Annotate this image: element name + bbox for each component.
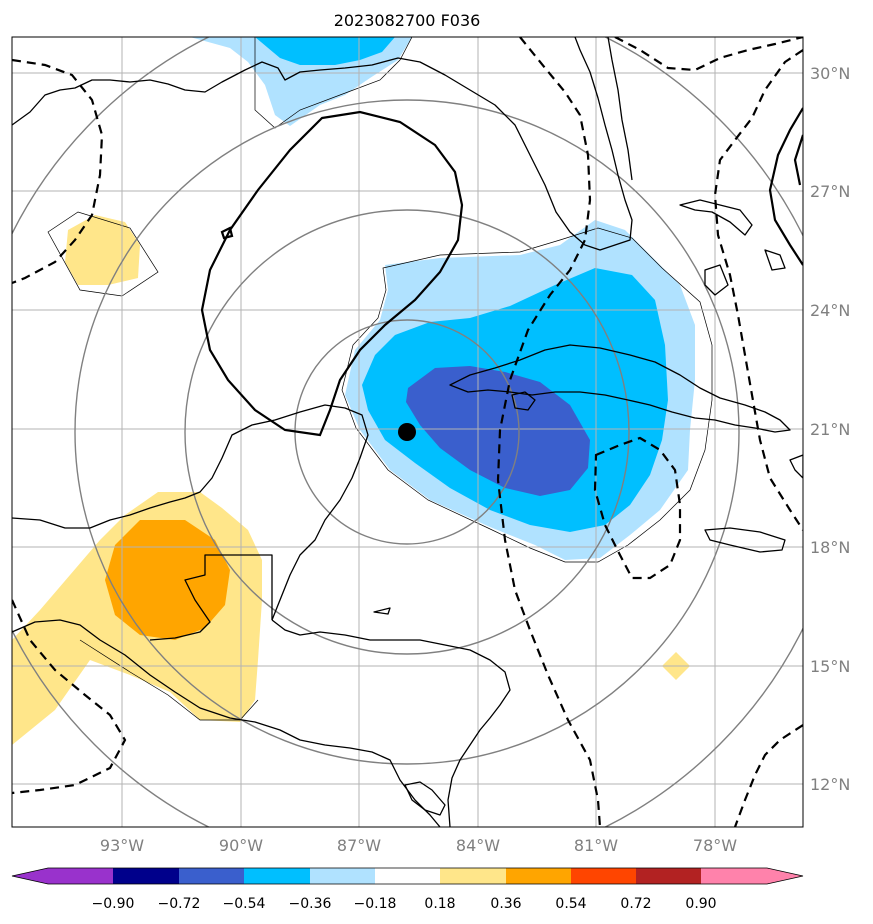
colorbar-extend-low [12,868,48,884]
colorbar-segment [506,868,571,884]
colorbar-tick-label: 0.54 [555,896,586,912]
outline-gulf [47,211,159,297]
colorbar-tick-label: 0.36 [490,896,521,912]
coast-isla-juventud [511,391,536,411]
lon-tick-labels: 93°W 90°W 87°W 84°W 81°W 78°W [100,836,737,855]
lon-tick-label: 90°W [219,836,263,855]
coast-bahamas-c [764,249,786,271]
map-frame [11,36,804,828]
colorbar-segment [244,868,310,884]
outline-north [254,37,413,129]
coast-nicaragua-lake [404,781,446,816]
dashed-contour-east-loop [593,436,682,580]
coast-yucatan [12,404,369,621]
dashed-contour-west-upper [12,58,104,285]
lon-tick-label: 81°W [574,836,618,855]
dashed-contour-west-lower [12,599,127,795]
colorbar-tick-label: −0.36 [289,896,332,912]
fill-caribbean-dark-blue [406,366,590,496]
fill-gulf-yellow [65,215,140,285]
map-area [12,37,803,827]
lat-tick-label: 18°N [810,538,850,557]
lon-tick-label: 84°W [456,836,500,855]
dashed-contour-east-a [614,37,803,72]
coast-gulf-north [12,37,633,251]
colorbar-tick-label: 0.90 [685,896,716,912]
fill-mexico-orange [105,520,230,640]
outline-caribbean [341,227,713,563]
figure-title: 2023082700 F036 [334,11,481,30]
thin-contour-outlines [47,37,713,721]
coast-mexico-state-border [149,554,273,641]
coast-cozumel [373,607,391,615]
solid-contour-small [220,226,234,240]
colorbar-segment [440,868,506,884]
colorbar-segment [571,868,636,884]
coast-florida-east [607,37,633,181]
lat-tick-label: 12°N [810,775,850,794]
colorbar-segment [48,868,113,884]
colorbar-extend-high [767,868,803,884]
colorbar-tick-label: −0.90 [92,896,135,912]
dashed-contour-east-lower [733,724,803,827]
coastlines [12,37,803,827]
fill-north-blue [255,37,395,65]
colorbar-segment [375,868,440,884]
lat-tick-labels: 30°N 27°N 24°N 21°N 18°N 15°N 12°N [810,64,850,794]
colorbar-tick-label: −0.18 [354,896,397,912]
lat-tick-label: 21°N [810,420,850,439]
lat-tick-label: 30°N [810,64,850,83]
lat-tick-label: 27°N [810,182,850,201]
lat-tick-label: 24°N [810,301,850,320]
lat-tick-label: 15°N [810,657,850,676]
anomaly-fills [12,37,695,745]
range-rings [12,37,803,827]
coast-jamaica [704,527,786,553]
colorbar-tick-label: 0.72 [620,896,651,912]
dashed-contours [12,37,803,827]
solid-contour-gulf [200,110,464,437]
colorbar-segment [636,868,701,884]
range-ring-6deg [184,209,630,655]
coast-bahamas-b [704,264,729,296]
colorbar: −0.90 −0.72 −0.54 −0.36 −0.18 0.18 0.36 … [11,867,804,912]
solid-contour-east [768,107,803,266]
coast-bahamas-a [679,199,753,236]
coast-central-america-pacific [12,619,441,827]
colorbar-segment [701,868,767,884]
colorbar-tick-label: −0.72 [158,896,201,912]
storm-center-marker [398,423,416,441]
lon-tick-label: 78°W [693,836,737,855]
lon-tick-label: 87°W [337,836,381,855]
colorbar-segment [179,868,244,884]
coast-hispaniola [789,454,803,479]
coast-central-america-caribbean [271,619,511,827]
coast-cuba [449,344,791,433]
colorbar-segment [310,868,375,884]
colorbar-tick-label: −0.54 [223,896,266,912]
colorbar-segment [113,868,179,884]
lon-tick-label: 93°W [100,836,144,855]
colorbar-frame [11,867,804,885]
dashed-contour-central [496,37,602,827]
colorbar-tick-label: 0.18 [424,896,455,912]
range-ring-9deg [74,99,740,765]
solid-contour-east-b [793,134,803,186]
